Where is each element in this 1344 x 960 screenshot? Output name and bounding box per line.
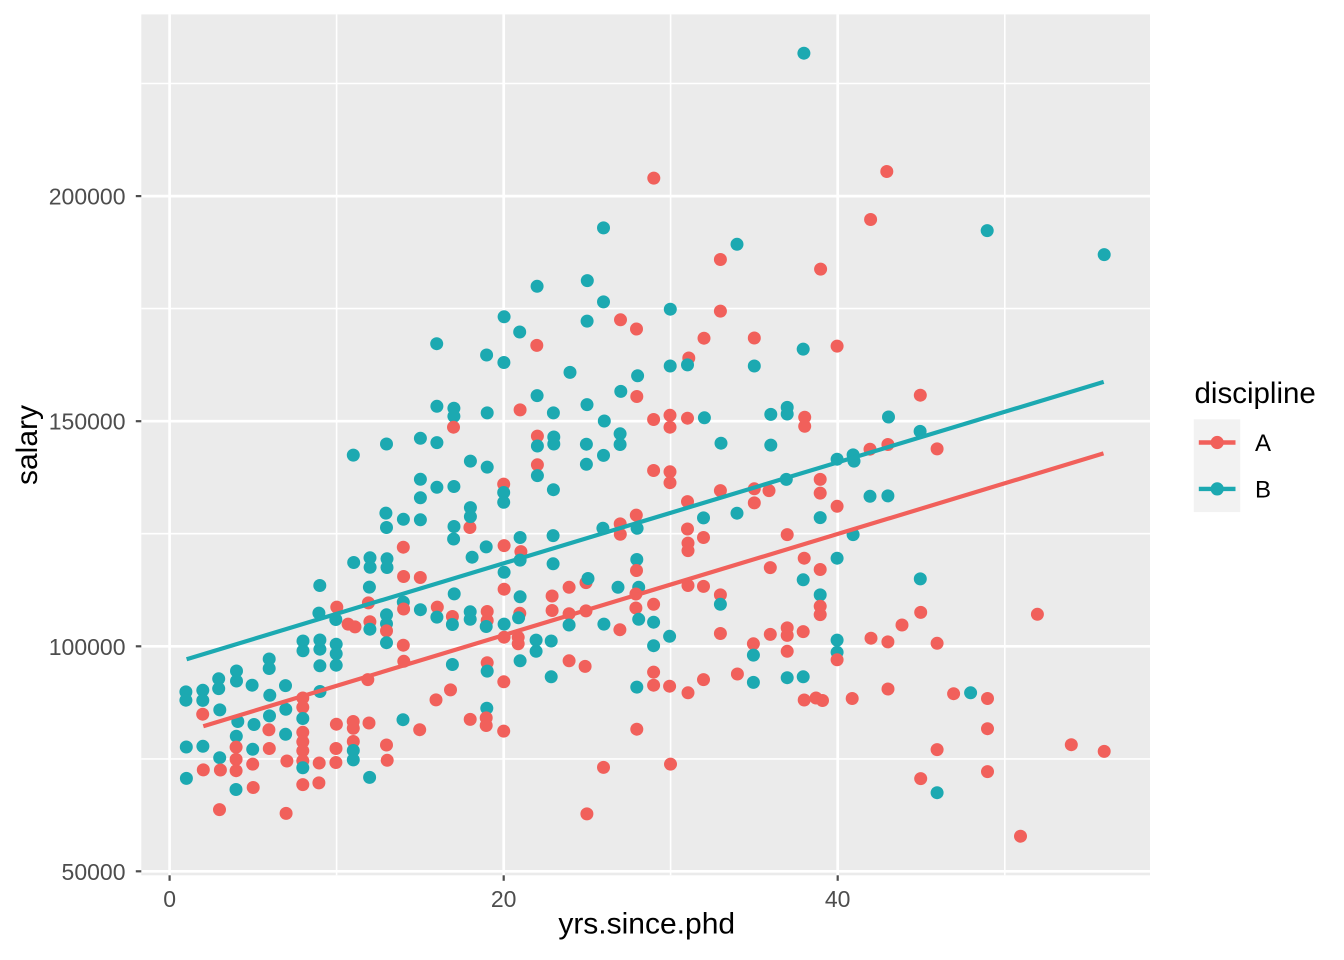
svg-text:200000: 200000 xyxy=(49,184,126,210)
svg-text:50000: 50000 xyxy=(62,859,126,885)
svg-text:150000: 150000 xyxy=(49,409,126,435)
svg-text:40: 40 xyxy=(825,886,851,912)
svg-text:100000: 100000 xyxy=(49,634,126,660)
svg-text:20: 20 xyxy=(491,886,517,912)
svg-text:A: A xyxy=(1255,430,1271,457)
svg-text:B: B xyxy=(1255,476,1271,503)
svg-text:discipline: discipline xyxy=(1195,377,1316,410)
svg-text:yrs.since.phd: yrs.since.phd xyxy=(558,908,735,941)
svg-text:salary: salary xyxy=(11,405,44,485)
svg-text:0: 0 xyxy=(163,886,176,912)
